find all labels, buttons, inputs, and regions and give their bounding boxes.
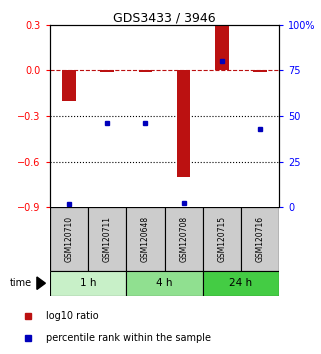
Text: log10 ratio: log10 ratio bbox=[46, 312, 98, 321]
Bar bbox=[139, 70, 152, 72]
Bar bbox=[126, 207, 164, 271]
Text: GSM120710: GSM120710 bbox=[65, 216, 74, 262]
Text: percentile rank within the sample: percentile rank within the sample bbox=[46, 332, 211, 343]
Bar bbox=[254, 70, 267, 72]
Text: 1 h: 1 h bbox=[80, 278, 96, 288]
Text: GSM120711: GSM120711 bbox=[103, 216, 112, 262]
Text: 24 h: 24 h bbox=[230, 278, 253, 288]
Text: GSM120716: GSM120716 bbox=[256, 216, 265, 262]
Title: GDS3433 / 3946: GDS3433 / 3946 bbox=[113, 12, 216, 25]
Bar bbox=[126, 271, 203, 296]
Text: GSM120715: GSM120715 bbox=[217, 216, 226, 262]
Bar bbox=[50, 271, 126, 296]
Text: time: time bbox=[10, 278, 32, 288]
Bar bbox=[177, 70, 190, 177]
Bar bbox=[88, 207, 126, 271]
Bar bbox=[203, 271, 279, 296]
Text: 4 h: 4 h bbox=[156, 278, 173, 288]
Bar bbox=[241, 207, 279, 271]
Text: GSM120648: GSM120648 bbox=[141, 216, 150, 262]
Bar bbox=[215, 25, 229, 70]
Bar bbox=[164, 207, 203, 271]
Bar bbox=[100, 70, 114, 72]
Bar bbox=[50, 207, 88, 271]
Bar bbox=[203, 207, 241, 271]
Text: GSM120708: GSM120708 bbox=[179, 216, 188, 262]
Bar bbox=[62, 70, 75, 101]
